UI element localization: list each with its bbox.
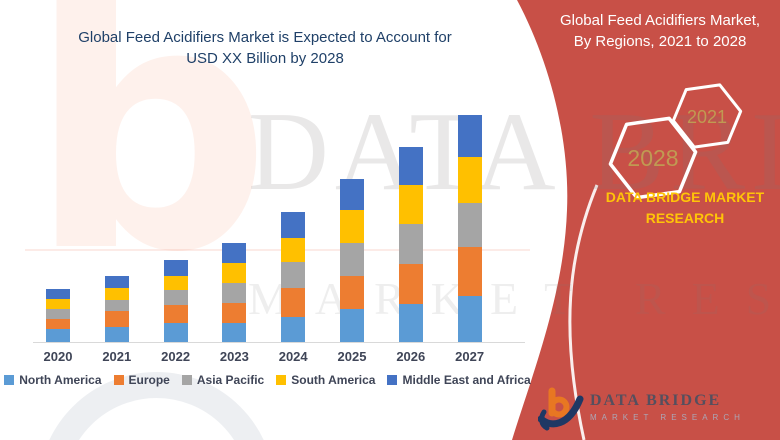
- segment-north-america: [163, 323, 188, 342]
- segment-south-america: [104, 288, 129, 300]
- stacked-bar-2023: [222, 243, 247, 342]
- segment-asia-pacific: [163, 290, 188, 305]
- segment-middle-east-and-africa: [398, 147, 423, 185]
- x-axis-label-2026: 2026: [396, 349, 426, 364]
- segment-europe: [457, 247, 482, 296]
- segment-south-america: [457, 157, 482, 203]
- segment-south-america: [46, 299, 70, 309]
- x-axis-label-2020: 2020: [43, 349, 73, 364]
- legend-item-middle-east-and-africa: Middle East and Africa: [387, 373, 531, 387]
- stacked-bar-2020: [46, 289, 70, 342]
- segment-europe: [104, 311, 129, 327]
- red-swoosh-shape: [512, 0, 780, 440]
- segment-south-america: [340, 210, 364, 243]
- legend-marker: [4, 375, 15, 385]
- segment-middle-east-and-africa: [281, 212, 306, 238]
- segment-south-america: [222, 263, 247, 283]
- segment-europe: [398, 264, 423, 304]
- segment-north-america: [457, 296, 482, 342]
- legend-item-north-america: North America: [4, 373, 102, 387]
- legend-label: North America: [19, 373, 102, 387]
- segment-south-america: [281, 238, 306, 262]
- stacked-bar-2025: [340, 179, 364, 342]
- segment-asia-pacific: [104, 300, 129, 311]
- legend: North America Europe Asia Pacific South Ame…: [4, 373, 531, 387]
- watermark-databridge-text: DATA BRIDGE: [248, 90, 780, 214]
- banner-title: Global Feed Acidifiers Market, By Region…: [543, 10, 777, 52]
- x-axis-line: [33, 342, 525, 343]
- legend-marker: [113, 375, 124, 385]
- legend-label: Middle East and Africa: [402, 373, 531, 387]
- segment-middle-east-and-africa: [46, 289, 70, 299]
- legend-item-asia-pacific: Asia Pacific: [181, 373, 265, 387]
- stacked-bar-2027: [457, 115, 482, 342]
- segment-europe: [46, 319, 70, 329]
- watermark-rule: [25, 249, 530, 251]
- segment-north-america: [398, 304, 423, 342]
- legend-item-south-america: South America: [276, 373, 375, 387]
- banner-title-line2: By Regions, 2021 to 2028: [573, 33, 747, 50]
- legend-marker: [181, 375, 192, 385]
- databridge-logo-icon: [538, 387, 584, 431]
- chart-title: Global Feed Acidifiers Market is Expecte…: [30, 27, 500, 69]
- watermark-marketresearch-text: MARKET RESEARCH: [248, 273, 780, 324]
- legend-label: Asia Pacific: [196, 373, 265, 387]
- segment-europe: [340, 276, 364, 309]
- x-axis-label-2027: 2027: [455, 349, 485, 364]
- x-axis-label-2023: 2023: [219, 349, 249, 364]
- hexagon-2028-label: 2028: [627, 145, 678, 171]
- segment-europe: [281, 288, 306, 317]
- segment-europe: [163, 305, 188, 323]
- segment-middle-east-and-africa: [163, 260, 188, 276]
- x-axis-label-2024: 2024: [278, 349, 308, 364]
- segment-middle-east-and-africa: [457, 115, 482, 157]
- segment-asia-pacific: [398, 224, 423, 264]
- stacked-bar-2024: [281, 212, 306, 342]
- segment-north-america: [104, 327, 129, 342]
- legend-item-europe: Europe: [113, 373, 170, 387]
- segment-asia-pacific: [340, 243, 364, 276]
- banner-title-line1: Global Feed Acidifiers Market,: [559, 12, 761, 29]
- chart-title-line1: Global Feed Acidifiers Market is Expecte…: [78, 29, 452, 46]
- segment-north-america: [281, 317, 306, 342]
- legend-marker: [276, 375, 287, 385]
- segment-middle-east-and-africa: [104, 276, 129, 288]
- stacked-bar-2026: [398, 147, 423, 342]
- segment-asia-pacific: [457, 203, 482, 247]
- segment-south-america: [163, 276, 188, 290]
- stacked-bar-2022: [163, 260, 188, 342]
- footer-logo-name: DATA BRIDGE: [590, 392, 722, 409]
- brand-text-line2: RESEARCH: [645, 210, 725, 226]
- segment-south-america: [398, 185, 423, 224]
- legend-label: Europe: [128, 373, 170, 387]
- hexagon-2021: [671, 83, 743, 149]
- chart-title-line2: USD XX Billion by 2028: [186, 50, 344, 67]
- footer-logo-sub: MARKET RESEARCH: [590, 413, 745, 422]
- footer-logo-text: DATA BRIDGE MARKET RESEARCH: [590, 392, 745, 422]
- segment-asia-pacific: [222, 283, 247, 303]
- brand-text-line1: DATA BRIDGE MARKET: [605, 189, 765, 205]
- legend-label: South America: [291, 373, 376, 387]
- segment-asia-pacific: [281, 262, 306, 288]
- segment-middle-east-and-africa: [222, 243, 247, 263]
- x-axis-label-2022: 2022: [161, 349, 191, 364]
- segment-north-america: [222, 323, 247, 342]
- segment-north-america: [46, 329, 70, 342]
- legend-marker: [387, 375, 398, 385]
- bar-chart: 2020 2021 2022 2023 2024 2025 2026 2027: [33, 115, 525, 364]
- x-axis-label-2021: 2021: [102, 349, 132, 364]
- segment-north-america: [340, 309, 364, 342]
- hexagon-2021-label: 2021: [687, 107, 727, 127]
- segment-asia-pacific: [46, 309, 70, 319]
- x-axis-label-2025: 2025: [337, 349, 367, 364]
- stacked-bar-2021: [104, 276, 129, 342]
- footer-logo: DATA BRIDGE MARKET RESEARCH: [538, 386, 745, 432]
- brand-text: DATA BRIDGE MARKET RESEARCH: [592, 187, 778, 229]
- segment-europe: [222, 303, 247, 323]
- segment-middle-east-and-africa: [340, 179, 364, 210]
- hexagon-2028: [608, 116, 698, 200]
